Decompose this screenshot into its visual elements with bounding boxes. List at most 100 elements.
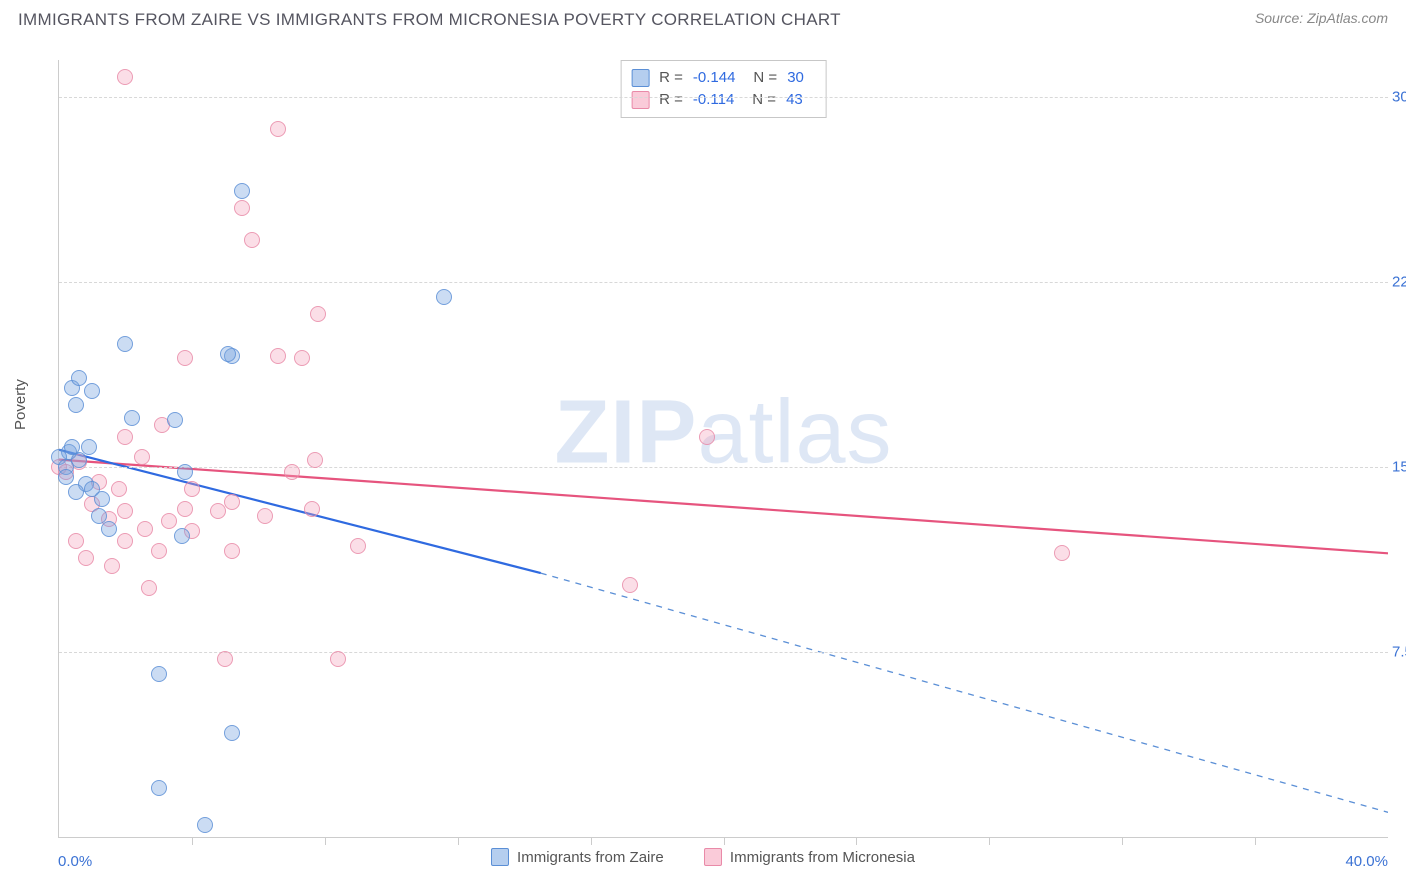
point-zaire [94, 491, 110, 507]
swatch-pink-icon [704, 848, 722, 866]
point-zaire [234, 183, 250, 199]
point-micronesia [307, 452, 323, 468]
legend-label: Immigrants from Zaire [517, 849, 664, 866]
point-zaire [220, 346, 236, 362]
point-micronesia [151, 543, 167, 559]
point-micronesia [257, 508, 273, 524]
n-value: 30 [787, 67, 804, 89]
point-micronesia [117, 503, 133, 519]
point-micronesia [177, 501, 193, 517]
point-micronesia [304, 501, 320, 517]
gridline [59, 97, 1388, 98]
x-tick [856, 837, 857, 845]
point-zaire [436, 289, 452, 305]
point-micronesia [217, 651, 233, 667]
point-zaire [151, 780, 167, 796]
r-label: R = [659, 89, 683, 111]
chart-area: Poverty ZIPatlas R = -0.144 N = 30 R = -… [18, 42, 1388, 878]
point-micronesia [699, 429, 715, 445]
point-micronesia [330, 651, 346, 667]
x-tick [591, 837, 592, 845]
point-micronesia [117, 533, 133, 549]
point-zaire [58, 469, 74, 485]
point-zaire [124, 410, 140, 426]
point-micronesia [78, 550, 94, 566]
swatch-blue-icon [491, 848, 509, 866]
x-tick [1255, 837, 1256, 845]
gridline [59, 652, 1388, 653]
point-micronesia [177, 350, 193, 366]
legend-label: Immigrants from Micronesia [730, 849, 915, 866]
point-zaire [68, 397, 84, 413]
point-zaire [167, 412, 183, 428]
point-zaire [151, 666, 167, 682]
x-tick [458, 837, 459, 845]
point-micronesia [111, 481, 127, 497]
stats-row-zaire: R = -0.144 N = 30 [631, 67, 812, 89]
y-tick-label: 22.5% [1392, 274, 1406, 291]
stats-row-micronesia: R = -0.114 N = 43 [631, 89, 812, 111]
n-label: N = [753, 67, 777, 89]
y-axis-label: Poverty [12, 379, 29, 430]
point-micronesia [134, 449, 150, 465]
point-zaire [81, 439, 97, 455]
x-tick [325, 837, 326, 845]
gridline [59, 282, 1388, 283]
trend-line [541, 573, 1388, 812]
x-tick [724, 837, 725, 845]
point-micronesia [224, 543, 240, 559]
point-zaire [71, 370, 87, 386]
point-micronesia [104, 558, 120, 574]
point-micronesia [294, 350, 310, 366]
point-micronesia [270, 348, 286, 364]
point-micronesia [141, 580, 157, 596]
source-label: Source: ZipAtlas.com [1255, 10, 1388, 26]
swatch-pink-icon [631, 91, 649, 109]
x-tick [1122, 837, 1123, 845]
point-zaire [177, 464, 193, 480]
point-micronesia [224, 494, 240, 510]
point-micronesia [234, 200, 250, 216]
x-tick [192, 837, 193, 845]
point-zaire [224, 725, 240, 741]
plot-region: ZIPatlas R = -0.144 N = 30 R = -0.114 N … [58, 60, 1388, 838]
n-label: N = [752, 89, 776, 111]
point-zaire [84, 383, 100, 399]
legend-item-zaire: Immigrants from Zaire [491, 848, 664, 866]
point-micronesia [310, 306, 326, 322]
point-zaire [117, 336, 133, 352]
y-tick-label: 15.0% [1392, 459, 1406, 476]
x-tick [989, 837, 990, 845]
point-zaire [197, 817, 213, 833]
point-zaire [68, 484, 84, 500]
point-micronesia [117, 69, 133, 85]
point-micronesia [350, 538, 366, 554]
chart-title: IMMIGRANTS FROM ZAIRE VS IMMIGRANTS FROM… [18, 10, 841, 30]
y-tick-label: 30.0% [1392, 89, 1406, 106]
point-zaire [101, 521, 117, 537]
r-value: -0.114 [693, 89, 734, 111]
swatch-blue-icon [631, 69, 649, 87]
point-micronesia [244, 232, 260, 248]
point-micronesia [68, 533, 84, 549]
point-zaire [64, 439, 80, 455]
point-micronesia [622, 577, 638, 593]
bottom-legend: Immigrants from Zaire Immigrants from Mi… [18, 848, 1388, 870]
trend-lines-layer [59, 60, 1388, 837]
point-micronesia [161, 513, 177, 529]
gridline [59, 467, 1388, 468]
point-micronesia [117, 429, 133, 445]
point-micronesia [284, 464, 300, 480]
n-value: 43 [786, 89, 803, 111]
r-value: -0.144 [693, 67, 736, 89]
trend-line [59, 460, 1388, 554]
point-micronesia [270, 121, 286, 137]
point-zaire [174, 528, 190, 544]
r-label: R = [659, 67, 683, 89]
point-micronesia [184, 481, 200, 497]
watermark: ZIPatlas [554, 381, 892, 484]
stats-legend-box: R = -0.144 N = 30 R = -0.114 N = 43 [620, 60, 827, 118]
point-micronesia [137, 521, 153, 537]
y-tick-label: 7.5% [1392, 644, 1406, 661]
legend-item-micronesia: Immigrants from Micronesia [704, 848, 915, 866]
